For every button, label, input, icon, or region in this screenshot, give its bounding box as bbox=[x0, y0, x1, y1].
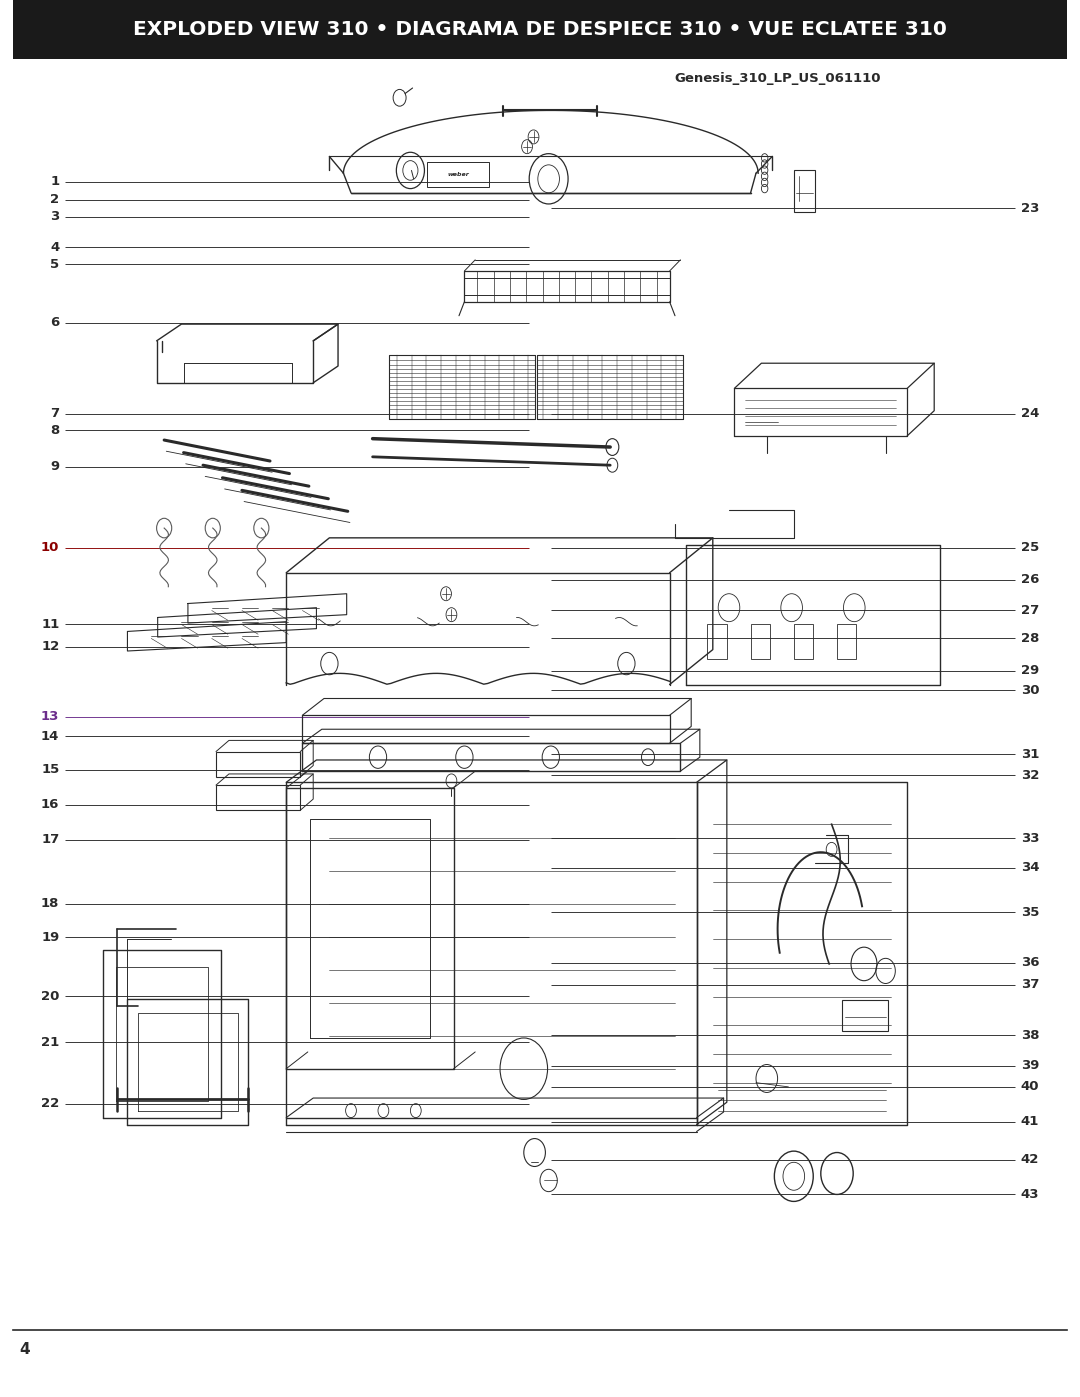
Bar bbox=[427, 162, 489, 187]
Text: 19: 19 bbox=[41, 930, 59, 944]
Text: 36: 36 bbox=[1021, 956, 1039, 970]
Text: 1: 1 bbox=[51, 175, 59, 189]
Text: 34: 34 bbox=[1021, 861, 1039, 875]
Text: 5: 5 bbox=[51, 257, 59, 271]
Text: 8: 8 bbox=[50, 423, 59, 437]
Bar bbox=[216, 752, 300, 777]
Text: 24: 24 bbox=[1021, 407, 1039, 420]
Text: 9: 9 bbox=[51, 460, 59, 474]
Text: 13: 13 bbox=[41, 710, 59, 724]
Text: 37: 37 bbox=[1021, 978, 1039, 992]
Text: 18: 18 bbox=[41, 897, 59, 911]
Bar bbox=[13, 0, 1067, 59]
Text: 3: 3 bbox=[50, 210, 59, 224]
Text: Genesis_310_LP_US_061110: Genesis_310_LP_US_061110 bbox=[674, 71, 881, 85]
Text: 12: 12 bbox=[41, 640, 59, 654]
Text: EXPLODED VIEW 310 • DIAGRAMA DE DESPIECE 310 • VUE ECLATEE 310: EXPLODED VIEW 310 • DIAGRAMA DE DESPIECE… bbox=[133, 20, 947, 39]
Text: 27: 27 bbox=[1021, 604, 1039, 617]
Text: 42: 42 bbox=[1021, 1153, 1039, 1166]
Text: 35: 35 bbox=[1021, 905, 1039, 919]
Text: 11: 11 bbox=[41, 617, 59, 631]
Bar bbox=[794, 624, 813, 659]
Text: 40: 40 bbox=[1021, 1080, 1039, 1094]
Text: 31: 31 bbox=[1021, 747, 1039, 761]
Text: 15: 15 bbox=[41, 763, 59, 777]
Bar bbox=[751, 624, 770, 659]
Text: 23: 23 bbox=[1021, 201, 1039, 215]
Text: 30: 30 bbox=[1021, 683, 1039, 697]
Text: 32: 32 bbox=[1021, 768, 1039, 782]
Text: 17: 17 bbox=[41, 833, 59, 847]
Text: 6: 6 bbox=[50, 316, 59, 330]
Text: 28: 28 bbox=[1021, 631, 1039, 645]
Bar bbox=[216, 785, 300, 810]
Text: 10: 10 bbox=[41, 541, 59, 555]
Text: 43: 43 bbox=[1021, 1187, 1039, 1201]
Text: 4: 4 bbox=[19, 1343, 30, 1356]
Bar bbox=[837, 624, 856, 659]
Text: 38: 38 bbox=[1021, 1028, 1039, 1042]
Text: 33: 33 bbox=[1021, 831, 1039, 845]
Text: 29: 29 bbox=[1021, 664, 1039, 678]
Text: 7: 7 bbox=[51, 407, 59, 420]
Text: 26: 26 bbox=[1021, 573, 1039, 587]
Bar bbox=[707, 624, 727, 659]
Text: 4: 4 bbox=[50, 240, 59, 254]
Text: 21: 21 bbox=[41, 1035, 59, 1049]
Text: 20: 20 bbox=[41, 989, 59, 1003]
Text: 16: 16 bbox=[41, 798, 59, 812]
Text: 41: 41 bbox=[1021, 1115, 1039, 1129]
Text: 2: 2 bbox=[51, 193, 59, 207]
Text: weber: weber bbox=[447, 172, 469, 177]
Bar bbox=[842, 1000, 888, 1031]
Text: 25: 25 bbox=[1021, 541, 1039, 555]
Text: 14: 14 bbox=[41, 729, 59, 743]
Text: 39: 39 bbox=[1021, 1059, 1039, 1073]
Bar bbox=[794, 170, 815, 212]
Text: 22: 22 bbox=[41, 1097, 59, 1111]
